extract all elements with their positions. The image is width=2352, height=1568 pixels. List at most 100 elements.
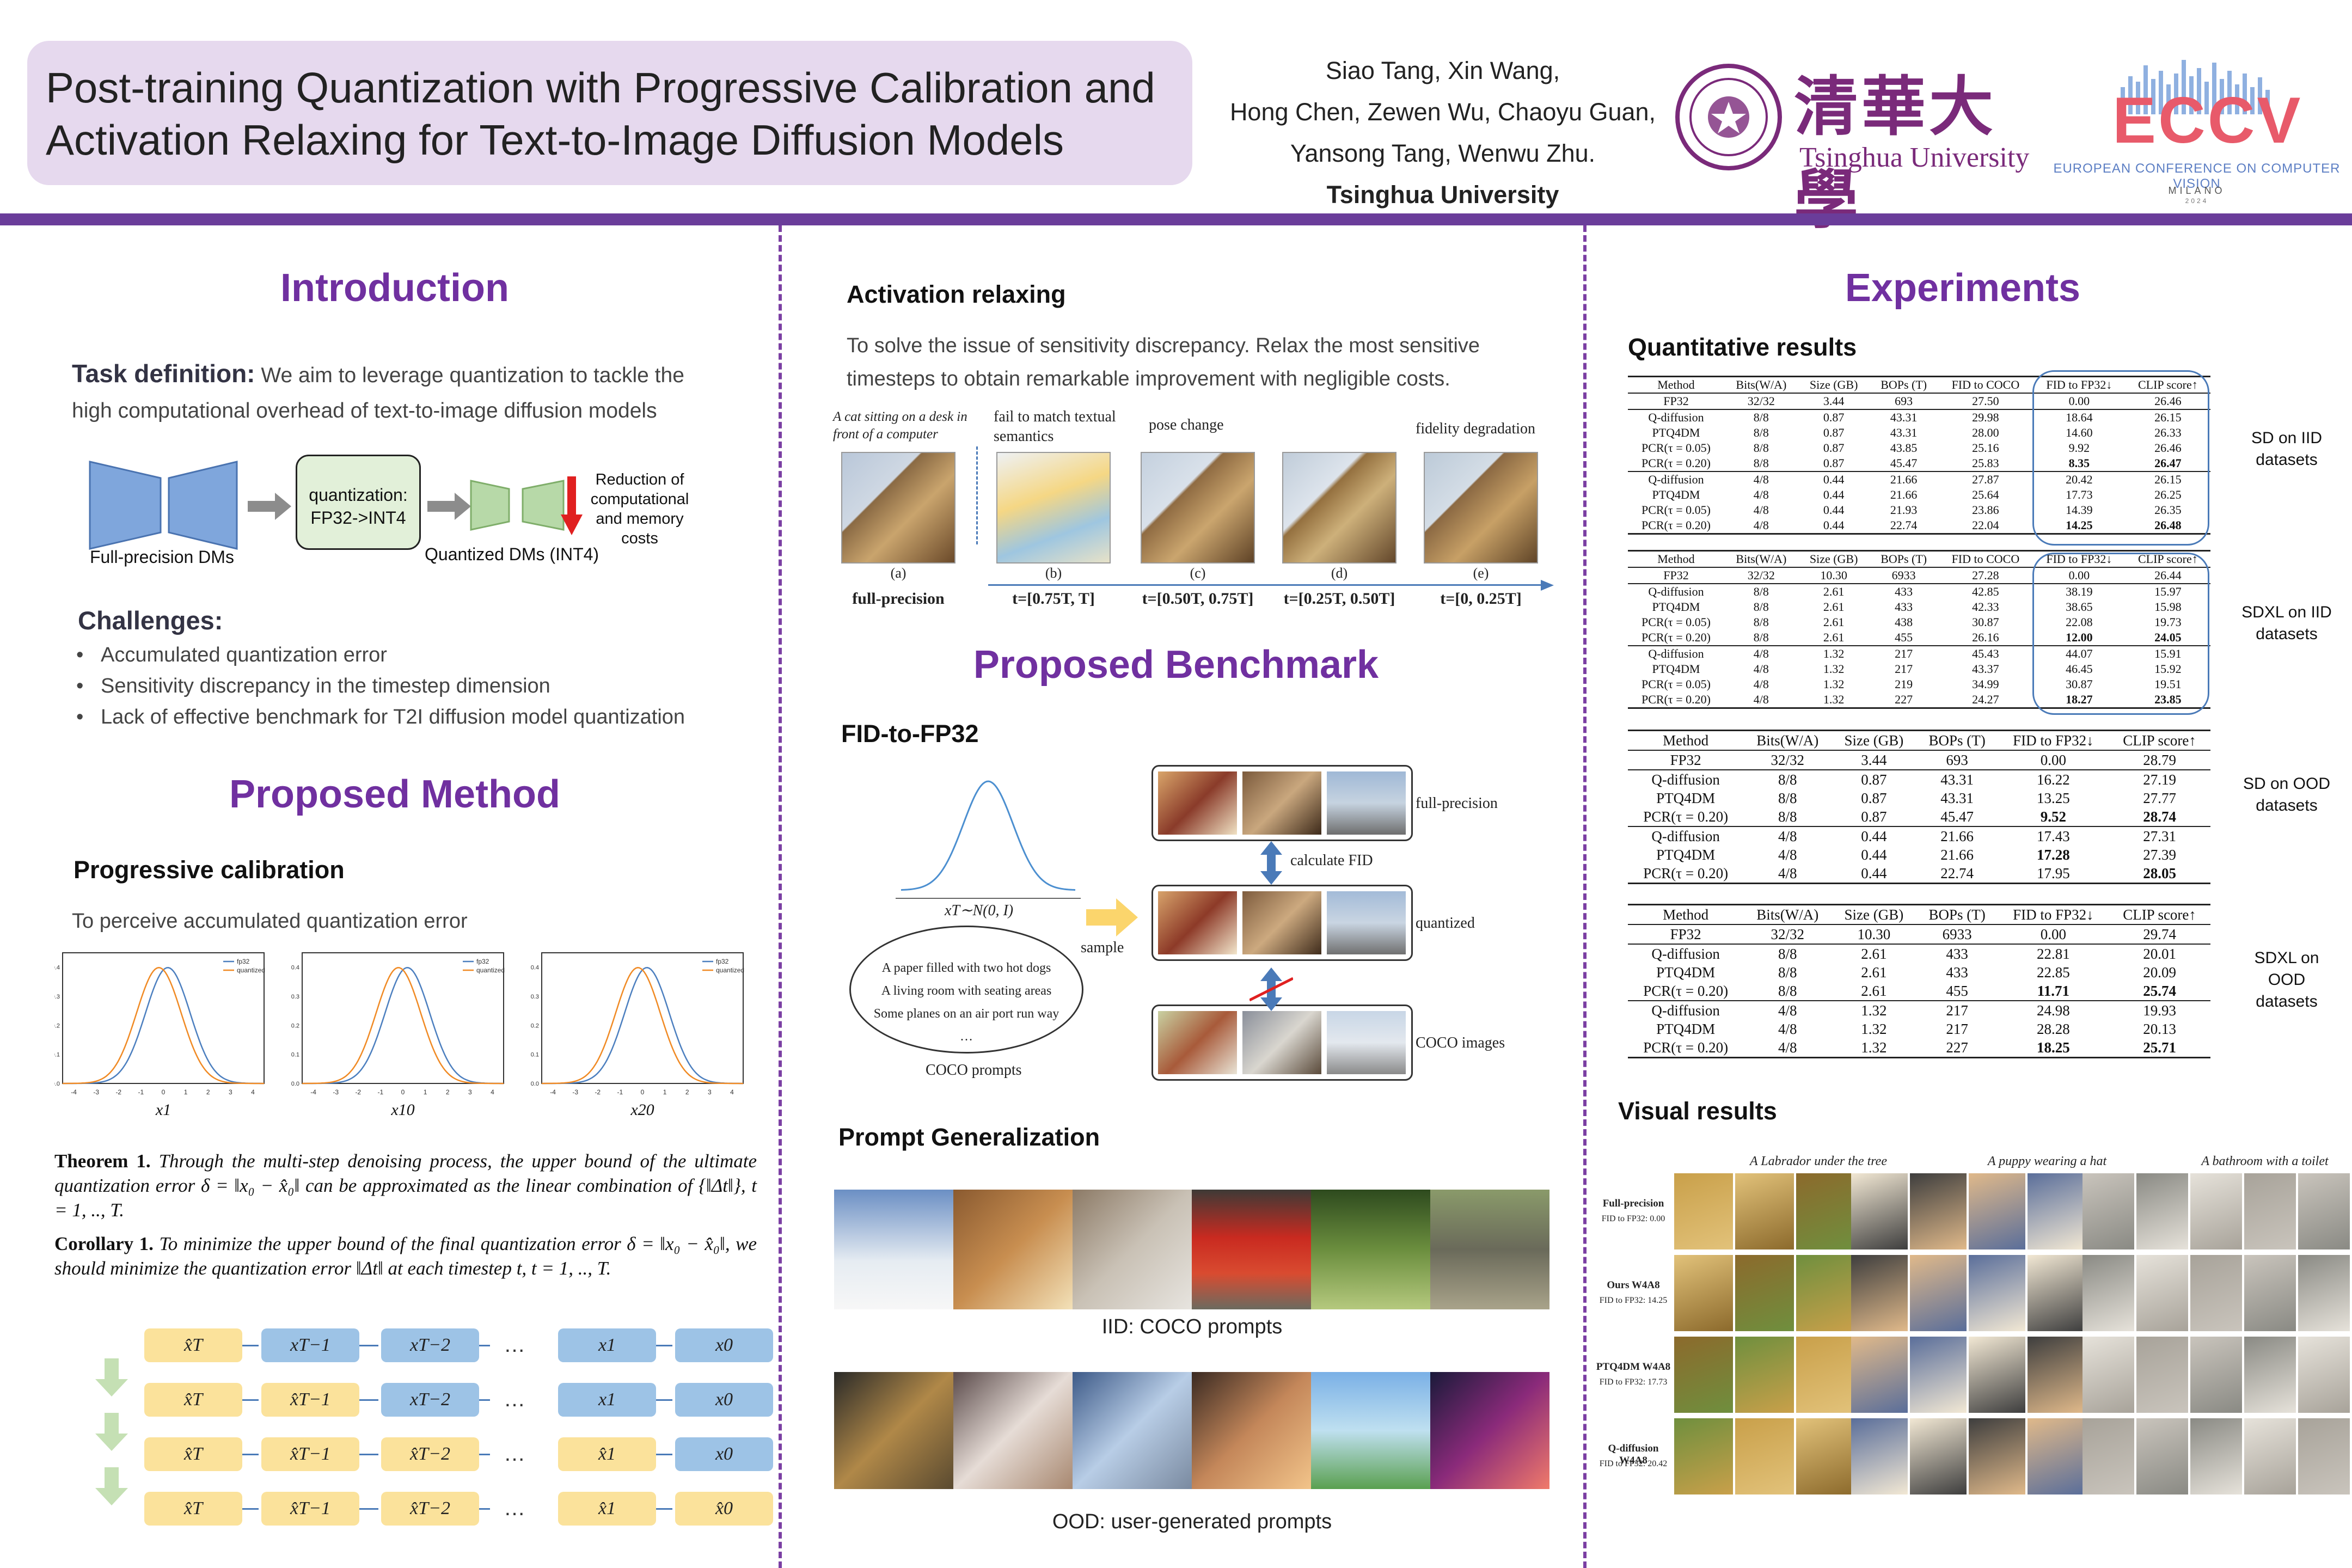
authors: Siao Tang, Xin Wang, Hong Chen, Zewen Wu… bbox=[1214, 50, 1671, 216]
table-cell: 14.25 bbox=[2032, 518, 2126, 535]
grid-cell: x̂T bbox=[144, 1437, 242, 1471]
visual-image bbox=[1796, 1255, 1855, 1331]
table-side-label: SDXL on IID datasets bbox=[2241, 603, 2332, 643]
prompt-list: A paper filled with two hot dogs A livin… bbox=[852, 957, 1081, 1048]
table-cell: 0.00 bbox=[2040, 752, 2066, 768]
table-cell: 15.98 bbox=[2154, 600, 2182, 614]
task-text1: We aim to leverage quantization to tackl… bbox=[255, 364, 684, 387]
eccv-city: MILANO bbox=[2168, 185, 2226, 196]
visual-image bbox=[2082, 1337, 2134, 1413]
annotation-pose: pose change bbox=[1149, 416, 1224, 433]
visual-image bbox=[2298, 1337, 2350, 1413]
table-cell: FP32 bbox=[1663, 394, 1689, 408]
table-cell: Q-diffusion bbox=[1628, 583, 1724, 599]
highlight-box-sd-iid bbox=[2032, 370, 2209, 546]
tick-label: -1 bbox=[138, 1088, 144, 1096]
visual-image bbox=[2190, 1337, 2242, 1413]
activation-relaxing-heading: Activation relaxing bbox=[847, 280, 1066, 308]
table-cell: 1.32 bbox=[1823, 677, 1845, 691]
tick-label: -2 bbox=[595, 1088, 601, 1096]
visual-image bbox=[1851, 1337, 1908, 1413]
activation-relaxing-text: To solve the issue of sensitivity discre… bbox=[847, 329, 1565, 396]
table-cell: 4/8 bbox=[1743, 864, 1832, 884]
visual-image bbox=[2244, 1337, 2296, 1413]
tick-label: 0.0 bbox=[54, 1081, 60, 1087]
distribution-plot: -4 -3 -2 -1 0 1 2 3 4 0.0 0.1 0.2 0.3 0.4 fp32quantize… bbox=[531, 952, 744, 1119]
visual-image bbox=[1910, 1255, 1967, 1331]
visual-image bbox=[2028, 1255, 2084, 1331]
grid-arrow bbox=[359, 1399, 378, 1401]
table-cell: PTQ4DM bbox=[1656, 964, 1716, 981]
tick-label: 0.3 bbox=[291, 994, 299, 1000]
table-cell: PTQ4DM bbox=[1656, 790, 1716, 806]
table-cell: 27.87 bbox=[1938, 471, 2033, 487]
relax-prompt: A cat sitting on a desk in front of a co… bbox=[833, 409, 967, 442]
visual-image bbox=[1969, 1255, 2025, 1331]
grid-cell: xT−2 bbox=[381, 1383, 479, 1417]
table-cell: FP32 bbox=[1663, 568, 1689, 582]
table-cell: 29.98 bbox=[1938, 409, 2033, 425]
table-cell: 8/8 bbox=[1743, 769, 1832, 789]
visual-prompt: A Labrador under the tree bbox=[1750, 1154, 1887, 1168]
table-cell: 9.52 bbox=[2040, 808, 2066, 825]
grid-arrow bbox=[242, 1508, 259, 1510]
table-row: Q-diffusion 4/8 0.44 21.66 27.87 20.42 26.15 bbox=[1628, 471, 2210, 487]
prompt-item: … bbox=[960, 1030, 973, 1044]
table-cell: 0.87 bbox=[1823, 456, 1845, 470]
grid-arrow bbox=[359, 1454, 378, 1455]
table-cell: 455 bbox=[1946, 983, 1968, 999]
table-cell: 217 bbox=[1946, 1021, 1968, 1037]
visual-row-fid: FID to FP32: 17.73 bbox=[1599, 1377, 1668, 1387]
authors-line1: Siao Tang, Xin Wang, bbox=[1325, 57, 1560, 84]
visual-prompt: A bathroom with a toilet bbox=[2201, 1154, 2329, 1168]
table-row: PTQ4DM 4/8 1.32 217 43.37 46.45 15.92 bbox=[1628, 661, 2210, 677]
table-row: PCR(τ = 0.20) 8/8 2.61 455 26.16 12.00 24.05 bbox=[1628, 630, 2210, 646]
visual-image bbox=[1851, 1255, 1908, 1331]
table-cell: 433 bbox=[1916, 944, 1998, 963]
benchmark-diagram: xT∼N(0, I) sample A paper filled with tw… bbox=[841, 754, 1565, 1092]
grid-ellipsis: … bbox=[504, 1442, 525, 1466]
table-cell: 24.27 bbox=[1938, 692, 2033, 709]
visual-image bbox=[1674, 1255, 1733, 1331]
benchmark-image bbox=[1158, 1011, 1237, 1074]
table-cell: 0.87 bbox=[1798, 409, 1870, 425]
table-cell: 26.46 bbox=[2154, 441, 2182, 455]
prompt-image bbox=[1311, 1372, 1430, 1489]
table-cell: 26.15 bbox=[2125, 471, 2210, 487]
theorem-text: Through the multi-step denoising process… bbox=[54, 1150, 757, 1221]
table-cell: 16.22 bbox=[1998, 769, 2109, 789]
tick-label: 0.0 bbox=[291, 1081, 299, 1087]
eccv-wordmark: ECCV bbox=[2112, 84, 2303, 157]
table-cell: 1.32 bbox=[1832, 1038, 1916, 1058]
visual-image bbox=[2082, 1255, 2134, 1331]
table-cell: 217 bbox=[1869, 645, 1938, 661]
column-header: Bits(W/A) bbox=[1724, 550, 1798, 568]
table-cell: 4/8 bbox=[1724, 645, 1798, 661]
table-cell: 18.64 bbox=[2032, 409, 2126, 425]
table-cell: PTQ4DM bbox=[1656, 1021, 1716, 1037]
prompt-image bbox=[1073, 1190, 1192, 1309]
table-cell: 44.07 bbox=[2032, 645, 2126, 661]
table-cell: 25.16 bbox=[1972, 441, 1999, 455]
table-cell: 28.00 bbox=[1972, 426, 1999, 439]
table-cell: Q-diffusion bbox=[1628, 769, 1744, 789]
tick-label: 3 bbox=[708, 1088, 712, 1096]
table-cell: 21.66 bbox=[1940, 847, 1974, 863]
visual-image bbox=[2190, 1255, 2242, 1331]
table-cell: 25.74 bbox=[2143, 983, 2176, 999]
grid-cell: x̂T−1 bbox=[261, 1492, 359, 1526]
visual-image bbox=[1796, 1173, 1855, 1250]
visual-image bbox=[2190, 1418, 2242, 1494]
table-cell: 14.60 bbox=[2066, 426, 2093, 439]
visual-image bbox=[1735, 1418, 1794, 1494]
table-cell: 2.61 bbox=[1861, 964, 1887, 981]
table-cell: 46.45 bbox=[2066, 662, 2093, 676]
table-side-label: SD on OOD datasets bbox=[2243, 775, 2331, 814]
visual-image bbox=[2244, 1418, 2296, 1494]
table-row: PCR(τ = 0.05) 8/8 0.87 43.85 25.16 9.92 26.46 bbox=[1628, 440, 2210, 456]
challenge-item: • Lack of effective benchmark for T2I di… bbox=[76, 706, 685, 728]
annotation-fidelity: fidelity degradation bbox=[1416, 420, 1536, 437]
table-cell: 26.46 bbox=[2154, 394, 2182, 408]
table-cell: 4/8 bbox=[1743, 826, 1832, 846]
table-cell: 19.73 bbox=[2154, 615, 2182, 629]
